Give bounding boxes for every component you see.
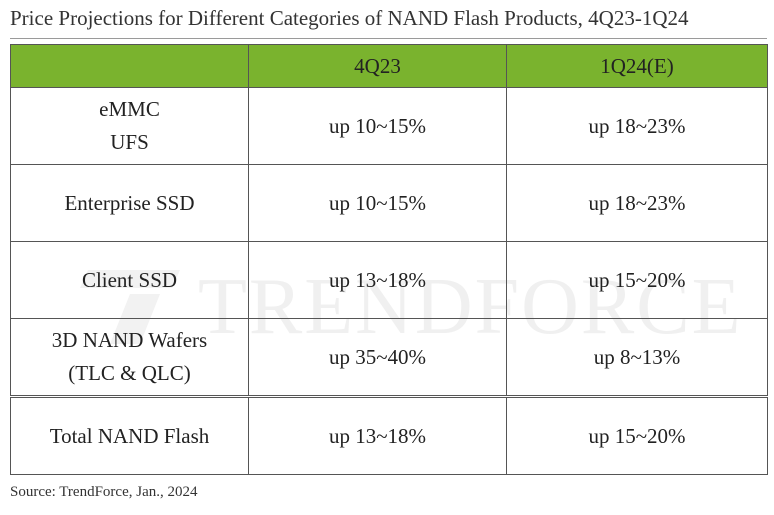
header-cell-1q24: 1Q24(E) [506,44,768,88]
table-header-row: 4Q23 1Q24(E) [10,44,768,88]
header-cell-4q23: 4Q23 [248,44,507,88]
value-cell-4q23: up 10~15% [248,87,507,165]
price-projection-table-container: TRENDFORCE 4Q23 1Q24(E) eMMC UFS up 10~1… [10,44,768,477]
value-cell-1q24: up 18~23% [506,87,768,165]
category-label: 3D NAND Wafers [51,328,208,352]
value-cell-4q23: up 13~18% [248,241,507,319]
category-label: (TLC & QLC) [68,361,191,385]
price-projection-table: 4Q23 1Q24(E) eMMC UFS up 10~15% up 18~23… [10,44,768,475]
value-cell-4q23: up 10~15% [248,164,507,242]
category-label: eMMC [99,97,160,121]
source-note: Source: TrendForce, Jan., 2024 [10,484,198,500]
table-row-total: Total NAND Flash up 13~18% up 15~20% [10,395,768,475]
table-row: 3D NAND Wafers (TLC & QLC) up 35~40% up … [10,318,768,397]
category-label: Enterprise SSD [64,190,195,215]
table-row: Client SSD up 13~18% up 15~20% [10,241,768,319]
table-row: Enterprise SSD up 10~15% up 18~23% [10,164,768,242]
table-row: eMMC UFS up 10~15% up 18~23% [10,87,768,165]
category-label: Client SSD [81,267,178,292]
category-cell: Client SSD [10,241,249,319]
value-cell-1q24: up 15~20% [506,241,768,319]
value-cell-1q24: up 15~20% [506,395,768,475]
title-divider [10,38,767,39]
value-cell-1q24: up 18~23% [506,164,768,242]
value-cell-1q24: up 8~13% [506,318,768,397]
category-label: Total NAND Flash [49,423,210,448]
value-cell-4q23: up 13~18% [248,395,507,475]
value-cell-4q23: up 35~40% [248,318,507,397]
chart-title: Price Projections for Different Categori… [10,6,689,30]
category-cell: Enterprise SSD [10,164,249,242]
category-label: UFS [110,130,149,154]
category-cell: eMMC UFS [10,87,249,165]
category-cell: 3D NAND Wafers (TLC & QLC) [10,318,249,397]
category-cell: Total NAND Flash [10,395,249,475]
header-cell-category [10,44,249,88]
